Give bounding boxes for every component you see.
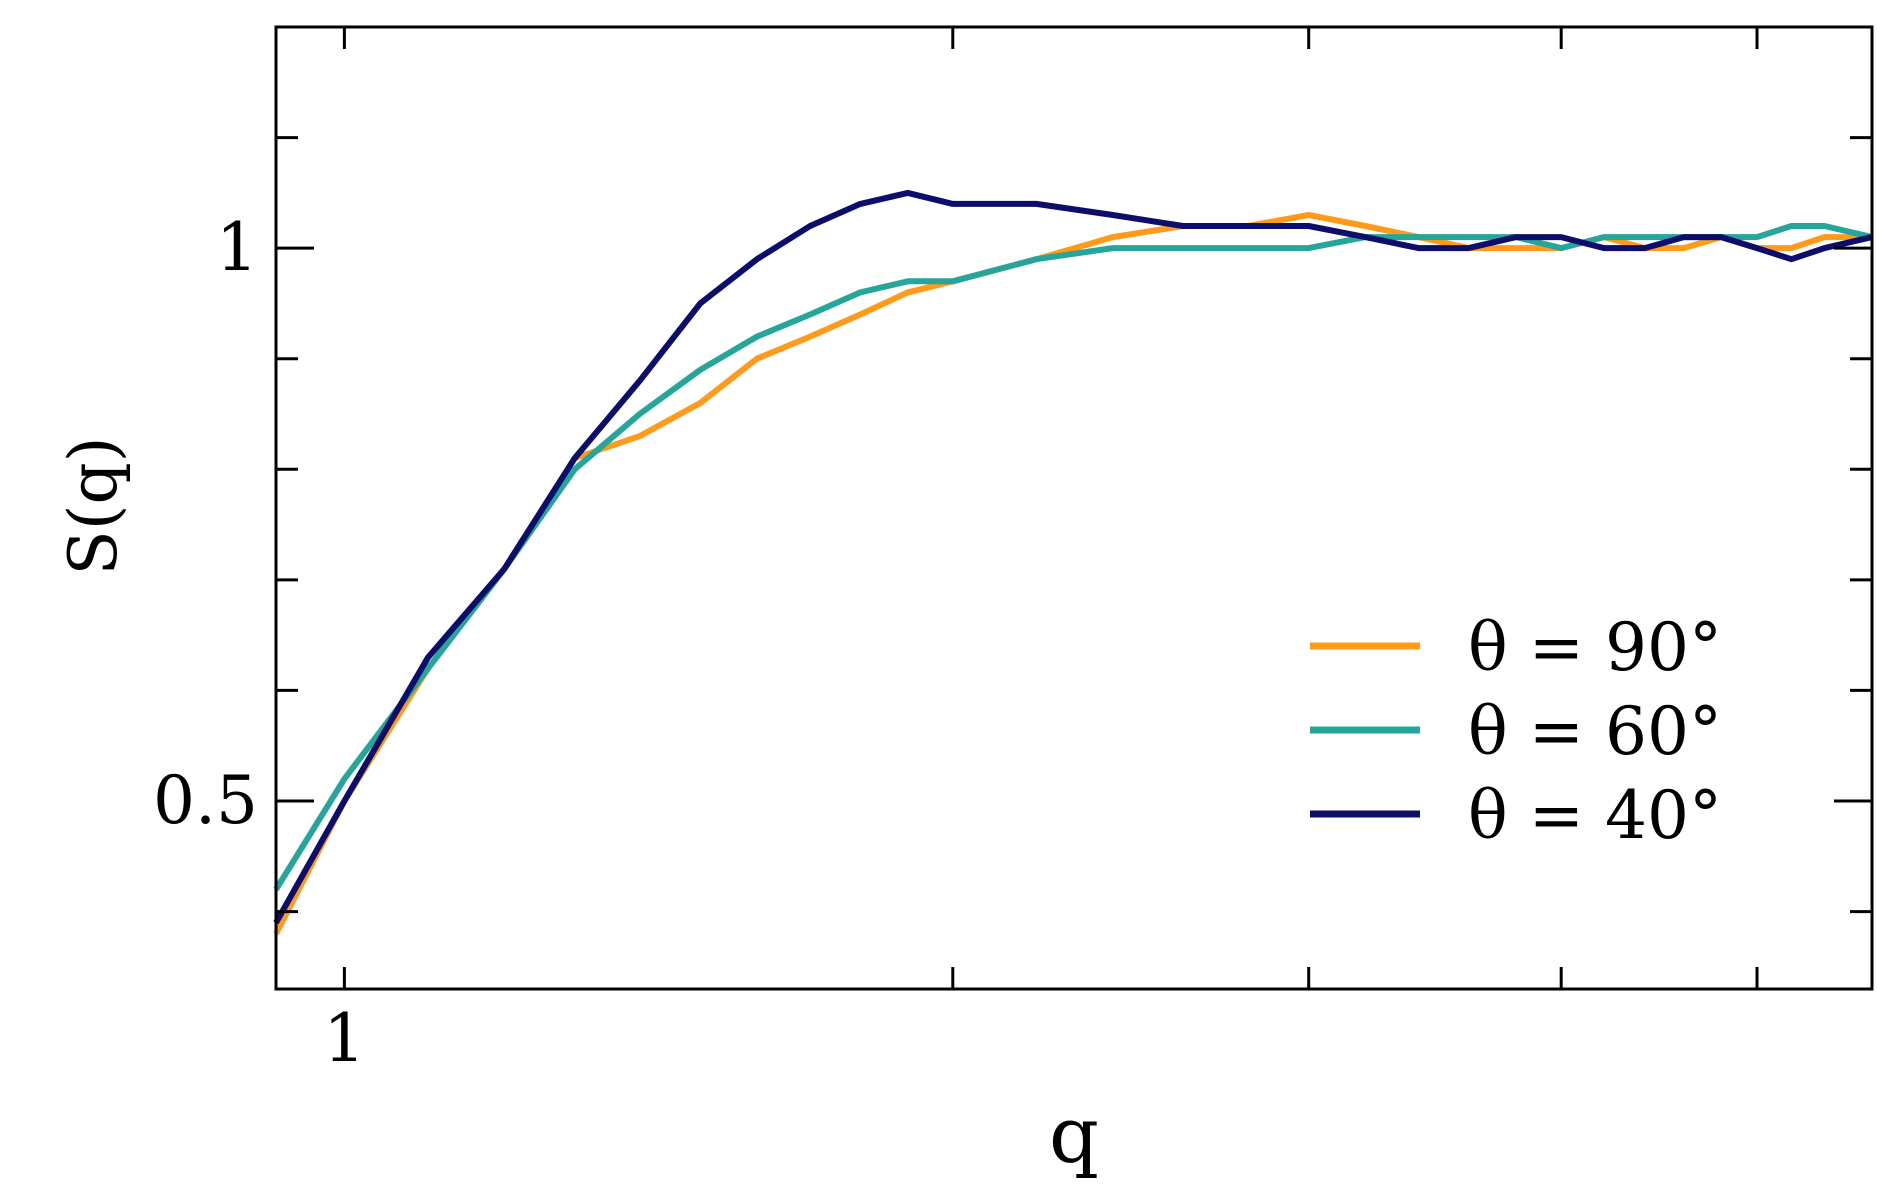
legend-label-3: θ = 40° [1468, 777, 1722, 854]
x-tick-label: 1 [323, 1000, 365, 1077]
legend-label-2: θ = 60° [1468, 693, 1722, 770]
y-tick-label: 0.5 [153, 762, 258, 839]
tick-label-layer: 10.51 [153, 209, 365, 1077]
plot-frame [274, 25, 1874, 991]
series-line-3 [273, 189, 1873, 925]
x-axis-label: q [1049, 1091, 1099, 1181]
tick-layer [276, 27, 1872, 989]
y-tick-label: 1 [216, 209, 258, 286]
legend-label-1: θ = 90° [1468, 609, 1722, 686]
legend: θ = 90°θ = 60°θ = 40° [1310, 609, 1722, 854]
series-layer [273, 189, 1873, 936]
y-axis-label: S(q) [55, 437, 132, 576]
